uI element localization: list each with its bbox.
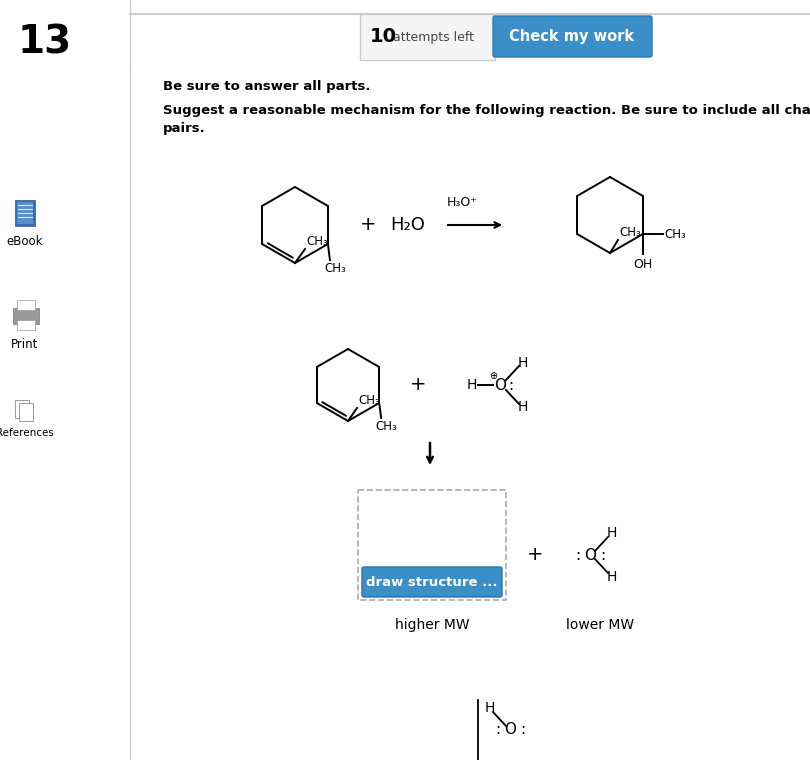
Text: :: : <box>600 547 605 562</box>
Text: O: O <box>504 723 516 737</box>
Text: :: : <box>575 547 580 562</box>
Bar <box>358 490 506 600</box>
Bar <box>360 14 495 60</box>
Text: Check my work: Check my work <box>509 30 634 45</box>
FancyBboxPatch shape <box>493 16 652 57</box>
Text: CH₃: CH₃ <box>664 227 685 240</box>
Text: O: O <box>494 378 506 392</box>
Text: :: : <box>495 723 500 737</box>
Text: lower MW: lower MW <box>566 618 634 632</box>
Text: +: + <box>410 375 426 394</box>
Text: H₃O⁺: H₃O⁺ <box>446 195 477 208</box>
Text: CH₃: CH₃ <box>619 226 641 239</box>
Bar <box>0 70 130 760</box>
Bar <box>0 0 130 70</box>
Text: pairs.: pairs. <box>163 122 206 135</box>
Text: CH₃: CH₃ <box>324 262 346 275</box>
Text: Print: Print <box>11 338 39 351</box>
Text: H₂O: H₂O <box>390 216 425 234</box>
Text: draw structure ...: draw structure ... <box>366 575 498 588</box>
Text: :: : <box>520 723 525 737</box>
Text: CH₃: CH₃ <box>358 394 380 407</box>
Text: OH: OH <box>633 258 653 271</box>
Bar <box>17 300 35 310</box>
Text: +: + <box>526 546 544 565</box>
Text: eBook: eBook <box>6 235 43 248</box>
Bar <box>19 403 33 421</box>
Text: H: H <box>607 526 617 540</box>
Bar <box>17 320 35 330</box>
Bar <box>17 202 33 224</box>
Text: O: O <box>584 547 596 562</box>
Bar <box>15 200 35 226</box>
Text: 13: 13 <box>18 23 72 61</box>
Text: ⊕: ⊕ <box>489 371 497 381</box>
Text: 10: 10 <box>370 27 397 46</box>
Text: CH₃: CH₃ <box>306 235 328 248</box>
Text: higher MW: higher MW <box>394 618 469 632</box>
Text: attempts left: attempts left <box>393 30 474 43</box>
Bar <box>13 308 39 324</box>
FancyBboxPatch shape <box>362 567 502 597</box>
Text: H: H <box>518 356 528 370</box>
Text: +: + <box>360 216 377 235</box>
Text: Suggest a reasonable mechanism for the following reaction. Be sure to include al: Suggest a reasonable mechanism for the f… <box>163 104 810 117</box>
Text: References: References <box>0 428 54 438</box>
Text: Be sure to answer all parts.: Be sure to answer all parts. <box>163 80 370 93</box>
Text: H: H <box>467 378 477 392</box>
Text: CH₃: CH₃ <box>375 420 397 433</box>
Text: :: : <box>508 378 513 394</box>
Bar <box>15 400 29 418</box>
Text: H: H <box>485 701 495 715</box>
Text: H: H <box>518 400 528 414</box>
Text: H: H <box>607 570 617 584</box>
